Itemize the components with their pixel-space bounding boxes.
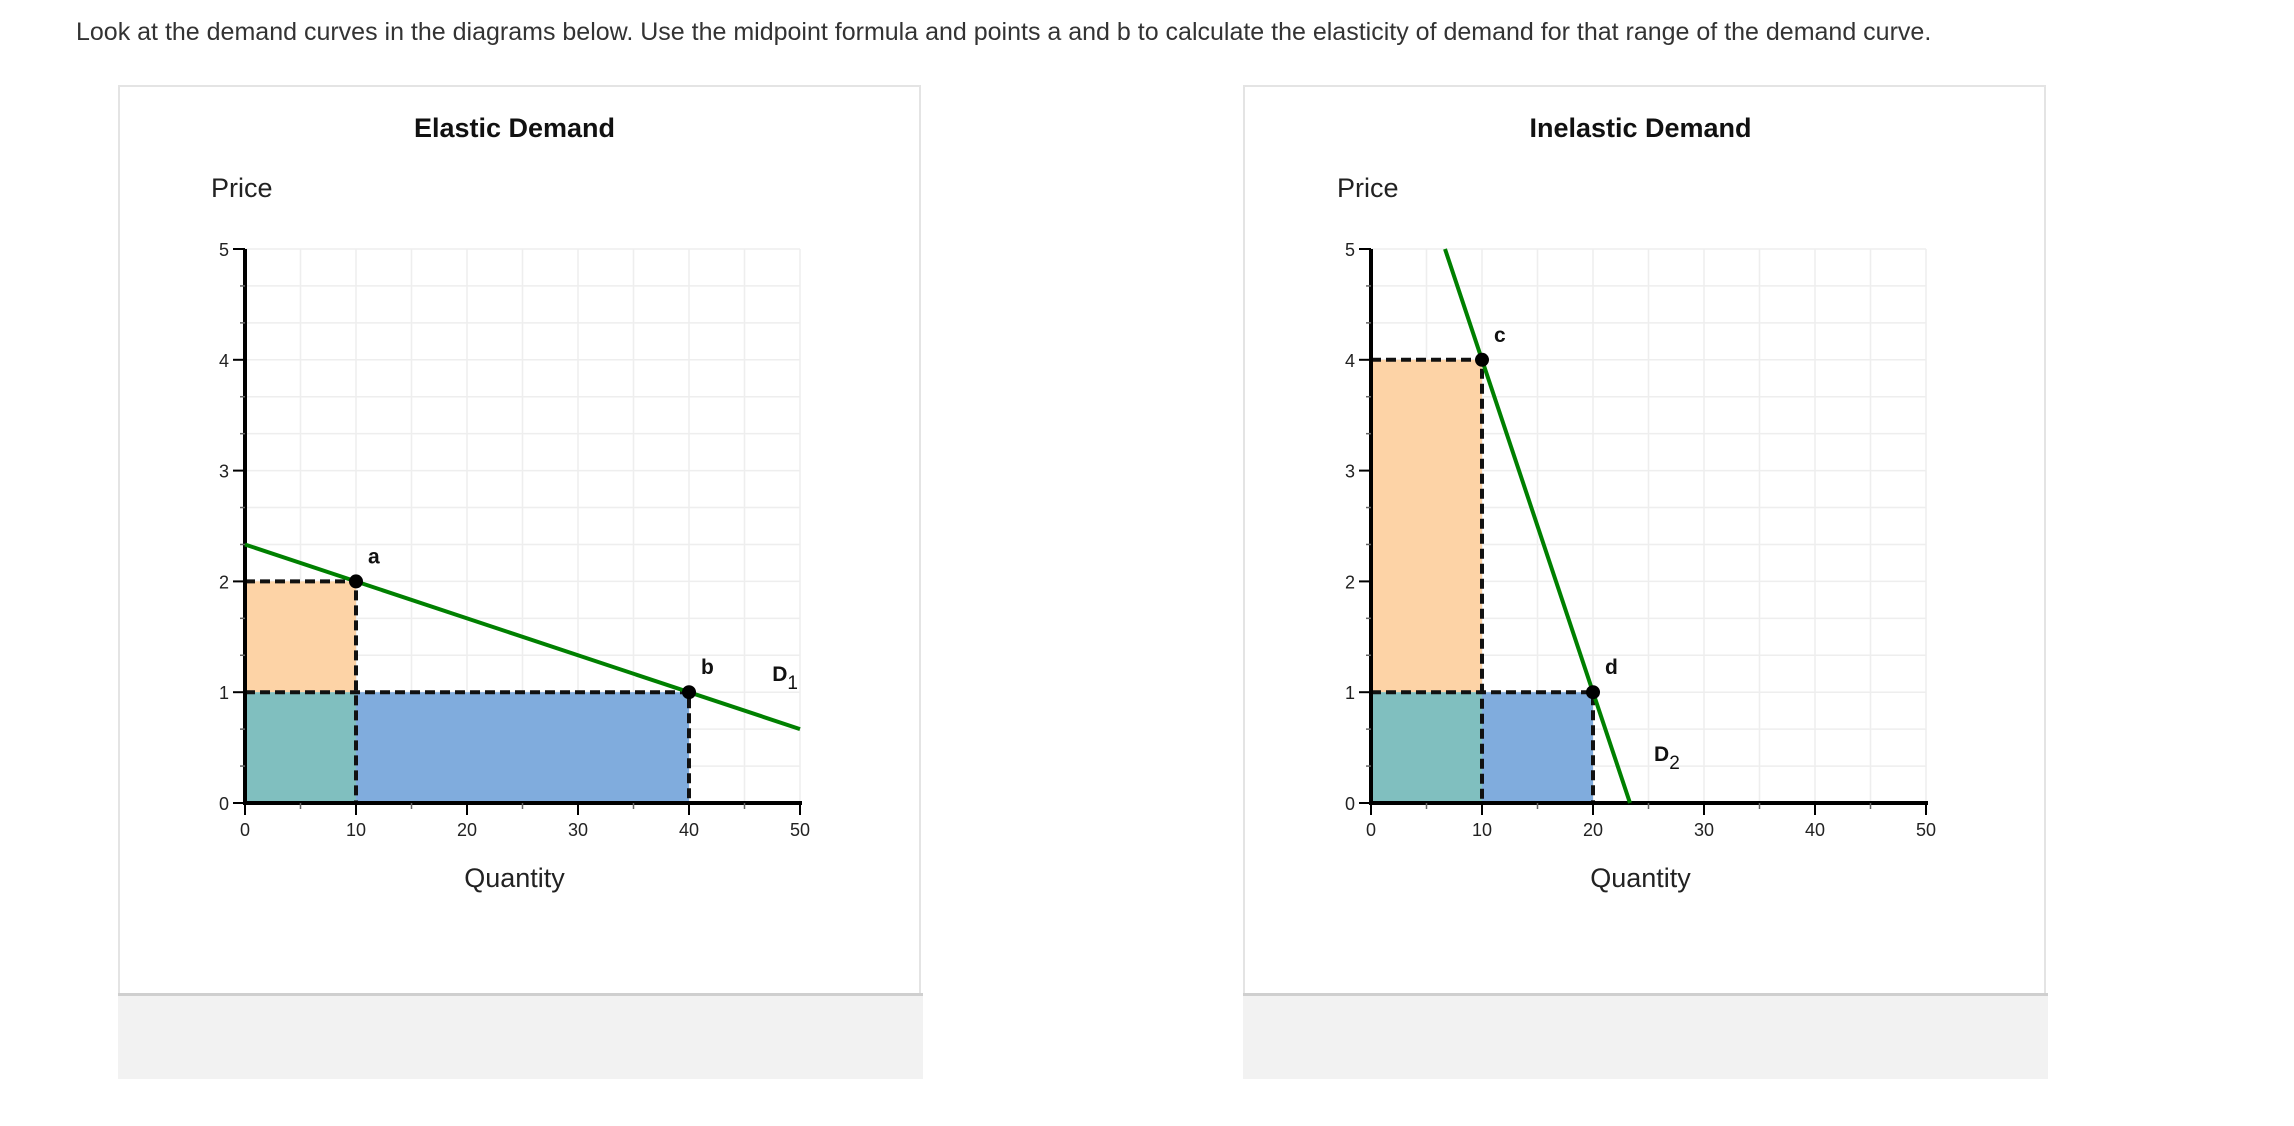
revenue-area-gained (1482, 692, 1593, 803)
x-tick-label: 50 (1916, 820, 1936, 840)
point-b (682, 685, 696, 700)
x-axis-label: Quantity (464, 863, 565, 893)
chart-title: Elastic Demand (414, 113, 615, 143)
y-tick-label: 2 (1345, 572, 1355, 592)
x-tick-label: 40 (679, 820, 699, 840)
y-tick-label: 0 (219, 794, 229, 814)
x-axis-label: Quantity (1590, 863, 1691, 893)
point-label-a: a (368, 545, 380, 568)
elastic-demand-panel: Elastic Demand Price Quantity 0 1 2 3 4 5 0 10 20 30… (118, 85, 921, 993)
x-tick-label: 50 (790, 820, 810, 840)
x-tick-label: 10 (346, 820, 366, 840)
revenue-area-lost (1371, 359, 1482, 693)
y-tick-label: 3 (1345, 462, 1355, 482)
demand-curve-subscript: 2 (1669, 753, 1680, 774)
x-tick-label: 20 (457, 820, 477, 840)
inelastic-demand-panel: Inelastic Demand Price Quantity 0 1 2 3 4 5 0 10 20… (1243, 85, 2046, 993)
revenue-area-gained (356, 692, 689, 803)
x-tick-label: 30 (1694, 820, 1714, 840)
y-tick-label: 2 (219, 572, 229, 592)
instruction-text: Look at the demand curves in the diagram… (76, 18, 1932, 46)
point-d (1586, 685, 1600, 700)
elastic-panel-footer (118, 993, 923, 1079)
y-tick-label: 3 (219, 462, 229, 482)
revenue-area-common (245, 692, 356, 803)
demand-curve (1443, 248, 1632, 804)
demand-curve-subscript: 1 (787, 673, 798, 694)
y-tick-label: 5 (219, 240, 229, 260)
point-label-b: b (701, 656, 714, 679)
chart-title: Inelastic Demand (1529, 113, 1751, 143)
x-tick-label: 30 (568, 820, 588, 840)
demand-curve-label: D1 (772, 663, 798, 694)
y-tick-label: 4 (1345, 351, 1355, 371)
inelastic-panel-footer (1243, 993, 2048, 1079)
x-tick-label: 0 (240, 820, 250, 840)
y-axis-label: Price (211, 173, 273, 203)
y-tick-label: 1 (219, 683, 229, 703)
point-c (1475, 352, 1489, 367)
point-label-d: d (1605, 656, 1618, 679)
y-tick-label: 0 (1345, 794, 1355, 814)
revenue-area-common (1371, 692, 1482, 803)
y-tick-label: 4 (219, 351, 229, 371)
x-tick-label: 10 (1472, 820, 1492, 840)
demand-curve-label: D2 (1654, 743, 1680, 774)
revenue-area-lost (245, 581, 356, 693)
x-tick-label: 0 (1366, 820, 1376, 840)
y-tick-label: 1 (1345, 683, 1355, 703)
x-tick-label: 40 (1805, 820, 1825, 840)
demand-curve (244, 542, 801, 731)
point-a (349, 574, 363, 589)
y-tick-label: 5 (1345, 240, 1355, 260)
point-label-c: c (1494, 324, 1506, 347)
y-axis-label: Price (1337, 173, 1399, 203)
x-tick-label: 20 (1583, 820, 1603, 840)
